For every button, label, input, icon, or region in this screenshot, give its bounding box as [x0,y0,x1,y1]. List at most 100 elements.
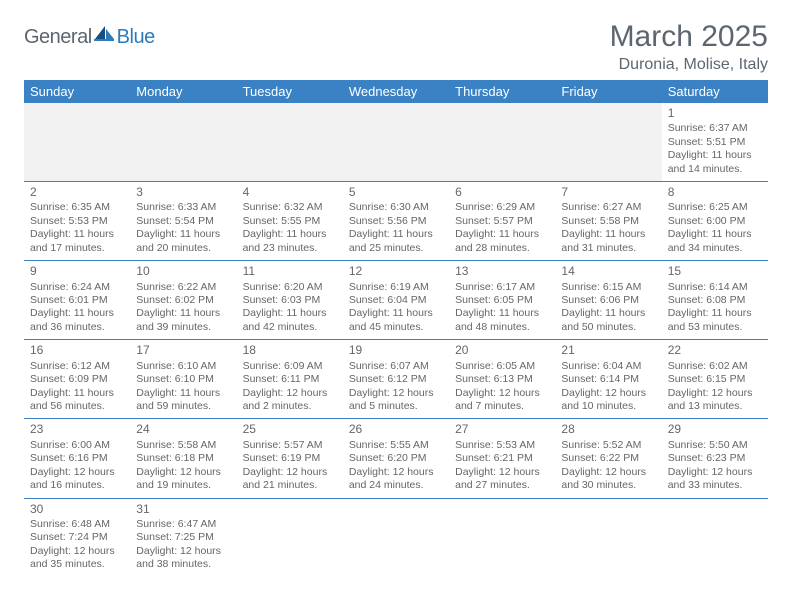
logo-text-general: General [24,26,92,49]
daylight-text: Daylight: 12 hours [349,387,443,400]
calendar-cell: 14Sunrise: 6:15 AMSunset: 6:06 PMDayligh… [555,261,661,340]
daylight-text: Daylight: 12 hours [668,387,762,400]
daylight-text: Daylight: 11 hours [30,387,124,400]
sunrise-text: Sunrise: 5:55 AM [349,439,443,452]
calendar-cell: 27Sunrise: 5:53 AMSunset: 6:21 PMDayligh… [449,419,555,498]
daylight-text: Daylight: 11 hours [561,228,655,241]
calendar-cell: 20Sunrise: 6:05 AMSunset: 6:13 PMDayligh… [449,340,555,419]
calendar-table: Sunday Monday Tuesday Wednesday Thursday… [24,80,768,577]
sunrise-text: Sunrise: 6:04 AM [561,360,655,373]
day-number: 4 [243,185,337,200]
day-number: 20 [455,343,549,358]
day-header: Monday [130,80,236,103]
daylight-text: and 50 minutes. [561,321,655,334]
location: Duronia, Molise, Italy [610,56,768,74]
sunset-text: Sunset: 7:25 PM [136,531,230,544]
sunrise-text: Sunrise: 6:19 AM [349,281,443,294]
day-number: 7 [561,185,655,200]
day-number: 22 [668,343,762,358]
sunset-text: Sunset: 6:00 PM [668,215,762,228]
sunrise-text: Sunrise: 6:37 AM [668,122,762,135]
sunrise-text: Sunrise: 6:24 AM [30,281,124,294]
sunset-text: Sunset: 5:57 PM [455,215,549,228]
sunrise-text: Sunrise: 6:09 AM [243,360,337,373]
daylight-text: and 17 minutes. [30,242,124,255]
daylight-text: and 20 minutes. [136,242,230,255]
daylight-text: and 38 minutes. [136,558,230,571]
day-header: Wednesday [343,80,449,103]
daylight-text: Daylight: 12 hours [136,466,230,479]
calendar-cell: 29Sunrise: 5:50 AMSunset: 6:23 PMDayligh… [662,419,768,498]
daylight-text: Daylight: 11 hours [561,307,655,320]
daylight-text: Daylight: 12 hours [561,466,655,479]
calendar-cell: 25Sunrise: 5:57 AMSunset: 6:19 PMDayligh… [237,419,343,498]
daylight-text: Daylight: 12 hours [349,466,443,479]
sunset-text: Sunset: 5:56 PM [349,215,443,228]
calendar-cell: 3Sunrise: 6:33 AMSunset: 5:54 PMDaylight… [130,182,236,261]
calendar-cell: 13Sunrise: 6:17 AMSunset: 6:05 PMDayligh… [449,261,555,340]
day-number: 8 [668,185,762,200]
calendar-cell: 22Sunrise: 6:02 AMSunset: 6:15 PMDayligh… [662,340,768,419]
day-number: 5 [349,185,443,200]
logo-text-blue: Blue [117,26,155,49]
day-header: Tuesday [237,80,343,103]
calendar-cell: 21Sunrise: 6:04 AMSunset: 6:14 PMDayligh… [555,340,661,419]
daylight-text: Daylight: 11 hours [30,228,124,241]
sunset-text: Sunset: 6:19 PM [243,452,337,465]
daylight-text: and 2 minutes. [243,400,337,413]
daylight-text: and 42 minutes. [243,321,337,334]
calendar-cell: 18Sunrise: 6:09 AMSunset: 6:11 PMDayligh… [237,340,343,419]
sunset-text: Sunset: 6:20 PM [349,452,443,465]
sunset-text: Sunset: 6:03 PM [243,294,337,307]
day-number: 24 [136,422,230,437]
sunset-text: Sunset: 5:58 PM [561,215,655,228]
day-number: 21 [561,343,655,358]
sunrise-text: Sunrise: 6:14 AM [668,281,762,294]
day-header: Friday [555,80,661,103]
daylight-text: and 31 minutes. [561,242,655,255]
day-number: 11 [243,264,337,279]
sunset-text: Sunset: 6:21 PM [455,452,549,465]
calendar-cell: 9Sunrise: 6:24 AMSunset: 6:01 PMDaylight… [24,261,130,340]
month-title: March 2025 [610,20,768,54]
day-number: 14 [561,264,655,279]
calendar-cell: 23Sunrise: 6:00 AMSunset: 6:16 PMDayligh… [24,419,130,498]
day-header: Thursday [449,80,555,103]
daylight-text: and 56 minutes. [30,400,124,413]
calendar-cell: 24Sunrise: 5:58 AMSunset: 6:18 PMDayligh… [130,419,236,498]
sunset-text: Sunset: 6:01 PM [30,294,124,307]
sunrise-text: Sunrise: 6:10 AM [136,360,230,373]
day-number: 23 [30,422,124,437]
sunrise-text: Sunrise: 6:22 AM [136,281,230,294]
daylight-text: and 33 minutes. [668,479,762,492]
day-number: 16 [30,343,124,358]
daylight-text: and 28 minutes. [455,242,549,255]
daylight-text: and 34 minutes. [668,242,762,255]
day-number: 12 [349,264,443,279]
sunrise-text: Sunrise: 6:17 AM [455,281,549,294]
daylight-text: Daylight: 11 hours [349,228,443,241]
sunset-text: Sunset: 6:23 PM [668,452,762,465]
daylight-text: Daylight: 11 hours [136,307,230,320]
calendar-cell: 10Sunrise: 6:22 AMSunset: 6:02 PMDayligh… [130,261,236,340]
daylight-text: and 10 minutes. [561,400,655,413]
calendar-cell: 2Sunrise: 6:35 AMSunset: 5:53 PMDaylight… [24,182,130,261]
sunset-text: Sunset: 5:51 PM [668,136,762,149]
sunrise-text: Sunrise: 6:02 AM [668,360,762,373]
calendar-cell [662,498,768,577]
daylight-text: Daylight: 11 hours [243,228,337,241]
sunrise-text: Sunrise: 5:57 AM [243,439,337,452]
daylight-text: Daylight: 12 hours [136,545,230,558]
day-number: 30 [30,502,124,517]
daylight-text: Daylight: 11 hours [455,228,549,241]
day-number: 29 [668,422,762,437]
calendar-week-row: 9Sunrise: 6:24 AMSunset: 6:01 PMDaylight… [24,261,768,340]
daylight-text: and 36 minutes. [30,321,124,334]
sunset-text: Sunset: 6:11 PM [243,373,337,386]
sunset-text: Sunset: 6:16 PM [30,452,124,465]
daylight-text: and 23 minutes. [243,242,337,255]
day-number: 18 [243,343,337,358]
calendar-week-row: 30Sunrise: 6:48 AMSunset: 7:24 PMDayligh… [24,498,768,577]
logo: General Blue [24,26,155,49]
calendar-cell [237,498,343,577]
